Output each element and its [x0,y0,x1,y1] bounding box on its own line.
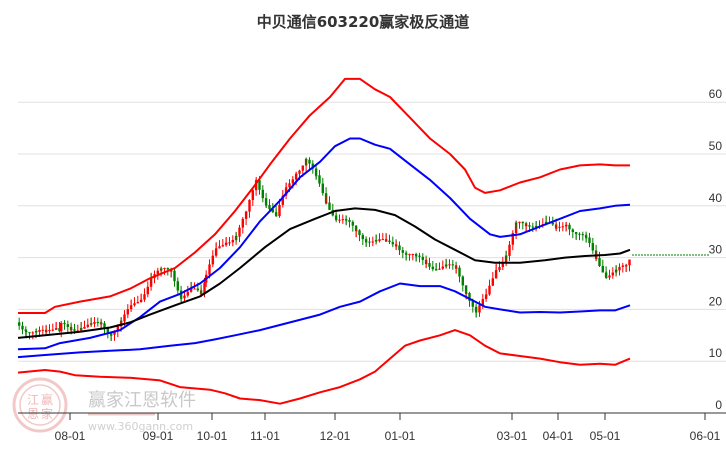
y-tick-label: 10 [709,346,723,360]
chart-title: 中贝通信603220赢家极反通道 [256,13,470,31]
y-tick-label: 60 [709,87,723,101]
y-tick-label: 20 [709,294,723,308]
upper_inner-line [17,137,631,351]
seal-char: 江 [27,393,39,407]
x-tick-label: 11-01 [250,429,280,443]
x-axis: 08-01 09-01 10-01 11-01 12-01 01-01 03-01 04-01… [18,412,726,443]
upper_outer-line [18,77,630,314]
y-tick-label: 30 [709,243,723,257]
channel-lines [17,77,631,405]
x-tick-label: 03-01 [497,429,528,443]
x-tick-label: 04-01 [543,429,574,443]
y-tick-label: 0 [715,398,722,412]
watermark-url: www.360gann.com [88,420,193,433]
y-axis-labels: 0 10 20 30 40 50 60 [709,87,723,412]
y-tick-label: 50 [709,139,723,153]
gridlines [18,101,726,362]
lower_outer-line [17,329,631,405]
watermark-text: 赢家江恩软件 [88,389,196,411]
x-tick-label: 08-01 [55,429,86,443]
x-tick-label: 06-01 [690,429,721,443]
x-tick-label: 05-01 [590,429,621,443]
x-tick-label: 12-01 [320,429,351,443]
seal-char: 恩 [27,407,39,421]
watermark: 江 赢 恩 家 赢家江恩软件 www.360gann.com [12,377,196,433]
x-tick-label: 09-01 [143,429,174,443]
x-tick-label: 01-01 [385,429,416,443]
middle-line [17,207,631,339]
x-tick-label: 10-01 [197,429,228,443]
lower_inner-line [17,282,631,359]
y-tick-label: 40 [709,191,723,205]
seal-char: 赢 [41,392,53,407]
